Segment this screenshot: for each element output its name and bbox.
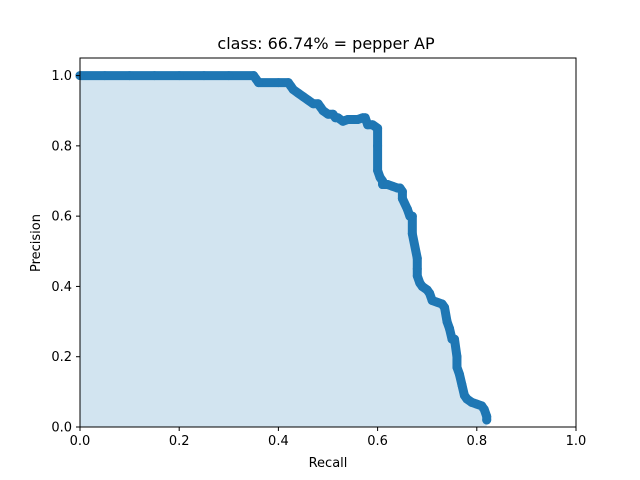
y-axis-label: Precision xyxy=(29,214,44,272)
x-tick-label: 0.6 xyxy=(367,434,388,449)
x-tick-label: 1.0 xyxy=(566,434,587,449)
data-point xyxy=(449,334,459,344)
y-tick-label: 0.8 xyxy=(51,139,72,154)
data-point xyxy=(425,288,435,298)
data-point xyxy=(454,369,464,379)
data-point xyxy=(174,71,184,81)
data-point xyxy=(412,264,422,274)
data-point xyxy=(440,303,450,313)
data-point xyxy=(273,78,283,88)
data-point xyxy=(452,362,462,372)
data-point xyxy=(373,141,383,151)
y-tick-label: 0.4 xyxy=(51,280,72,295)
data-point xyxy=(100,71,110,81)
data-point xyxy=(360,113,370,123)
data-point xyxy=(254,78,264,88)
data-point xyxy=(373,123,383,133)
data-point xyxy=(397,187,407,197)
x-tick-label: 0.2 xyxy=(169,434,190,449)
data-point xyxy=(407,229,417,239)
data-point xyxy=(397,194,407,204)
data-point xyxy=(125,71,135,81)
y-tick-label: 0.6 xyxy=(51,210,72,225)
x-tick-label: 0.8 xyxy=(466,434,487,449)
data-point xyxy=(407,211,417,221)
data-point xyxy=(373,165,383,175)
data-point xyxy=(452,352,462,362)
plot-area xyxy=(75,71,492,427)
y-tick-label: 0.0 xyxy=(51,421,72,436)
data-point xyxy=(149,71,159,81)
axis-ticks: 0.0 0.2 0.4 0.6 0.8 1.0 0.0 0.2 0.4 0.6 0.8 1.0 xyxy=(51,69,586,449)
area-fill xyxy=(80,75,487,427)
data-point xyxy=(482,415,492,425)
data-point xyxy=(412,253,422,263)
x-tick-label: 0.4 xyxy=(268,434,289,449)
data-point xyxy=(442,317,452,327)
data-point xyxy=(412,271,422,281)
data-point xyxy=(445,324,455,334)
data-point xyxy=(479,404,489,414)
axes-frame xyxy=(79,57,577,428)
data-point xyxy=(457,380,467,390)
data-point xyxy=(199,71,209,81)
y-tick-label: 0.2 xyxy=(51,350,72,365)
y-tick-label: 1.0 xyxy=(51,69,72,84)
chart-title: class: 66.74% = pepper AP xyxy=(217,34,435,53)
x-tick-label: 0.0 xyxy=(70,434,91,449)
x-axis-label: Recall xyxy=(309,456,348,471)
data-point xyxy=(402,204,412,214)
data-point xyxy=(224,71,234,81)
